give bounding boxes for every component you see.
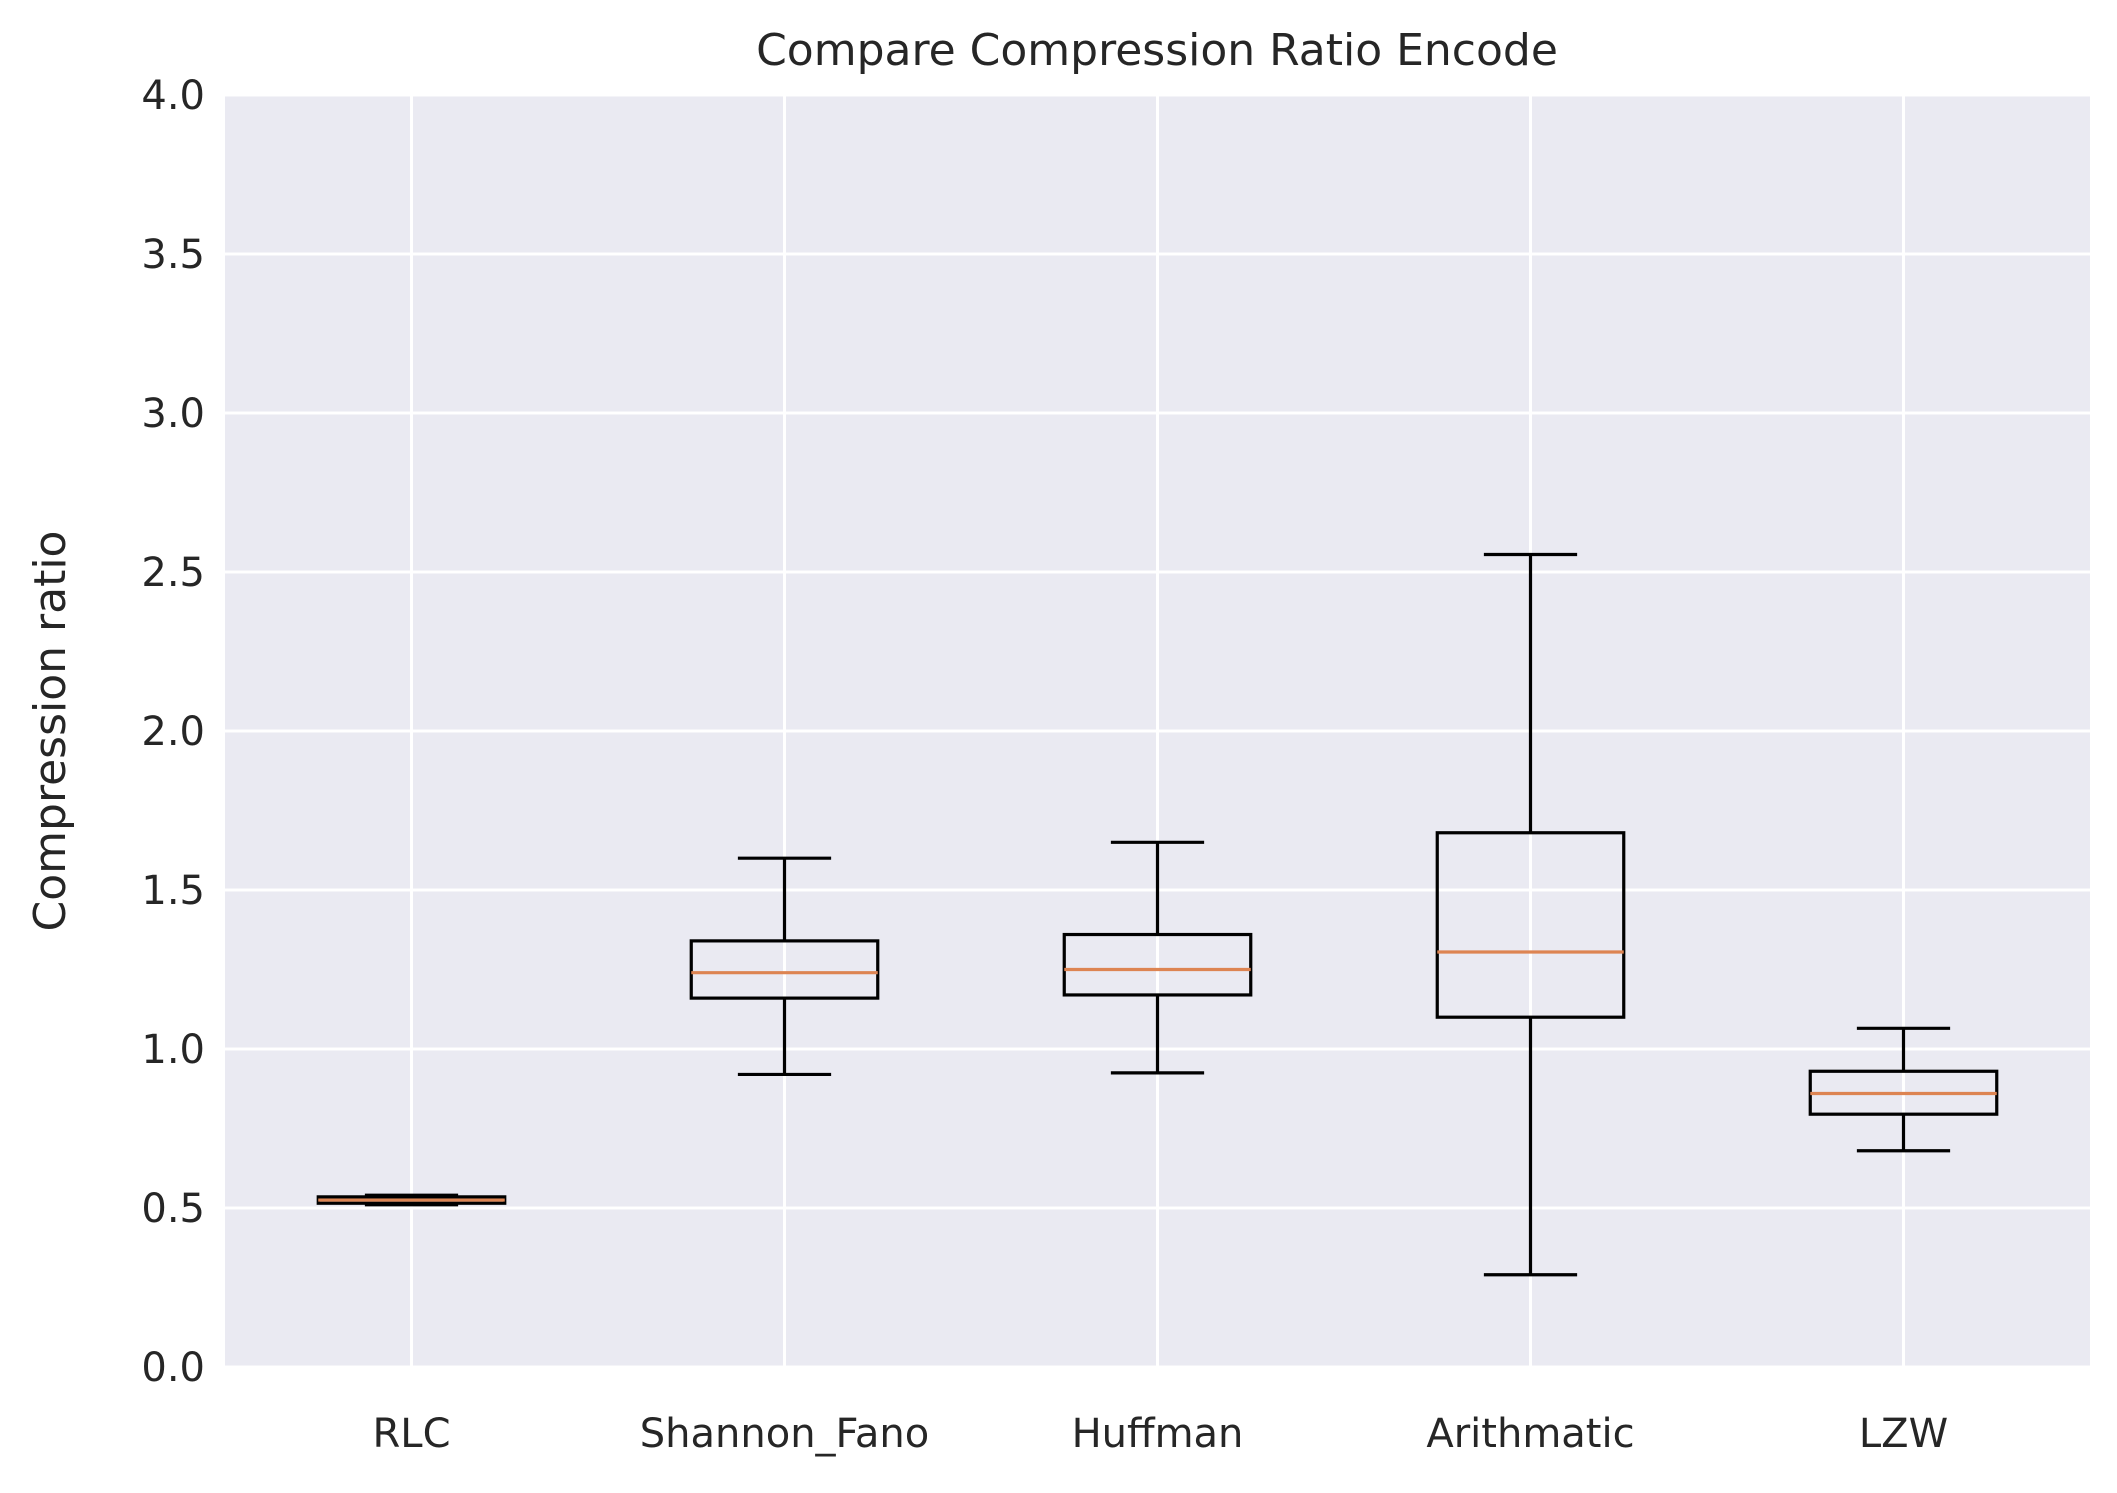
y-tick-label: 2.0 — [141, 709, 205, 755]
y-tick-label: 1.5 — [141, 868, 205, 914]
x-tick-label: Huffman — [1072, 1411, 1244, 1457]
box-iqr — [689, 939, 880, 1000]
y-axis-label: Compression ratio — [25, 531, 76, 932]
box-iqr — [1062, 932, 1253, 997]
y-tick-label: 1.0 — [141, 1027, 205, 1073]
box-rlc — [316, 1193, 507, 1207]
y-tick-label: 3.0 — [141, 391, 205, 437]
box-lzw — [1808, 1026, 1999, 1153]
y-tick-label: 2.5 — [141, 550, 205, 596]
chart-title: Compare Compression Ratio Encode — [756, 25, 1558, 76]
x-tick-label: Shannon_Fano — [640, 1411, 929, 1457]
x-tick-label: Arithmatic — [1426, 1411, 1634, 1457]
box-iqr — [1435, 831, 1626, 1019]
y-tick-label: 0.0 — [141, 1345, 205, 1391]
x-tick-label: RLC — [372, 1411, 450, 1457]
box-series — [316, 552, 1999, 1277]
x-axis-ticks: RLC Shannon_Fano Huffman Arithmatic LZW — [372, 1411, 1948, 1457]
x-tick-label: LZW — [1859, 1411, 1948, 1457]
y-tick-label: 4.0 — [141, 73, 205, 119]
y-tick-label: 3.5 — [141, 232, 205, 278]
box-shannon-fano — [689, 856, 880, 1077]
box-arithmatic — [1435, 552, 1626, 1277]
box-huffman — [1062, 840, 1253, 1075]
y-axis-ticks: 0.0 0.5 1.0 1.5 2.0 2.5 3.0 3.5 4.0 — [141, 73, 205, 1391]
y-tick-label: 0.5 — [141, 1186, 205, 1232]
